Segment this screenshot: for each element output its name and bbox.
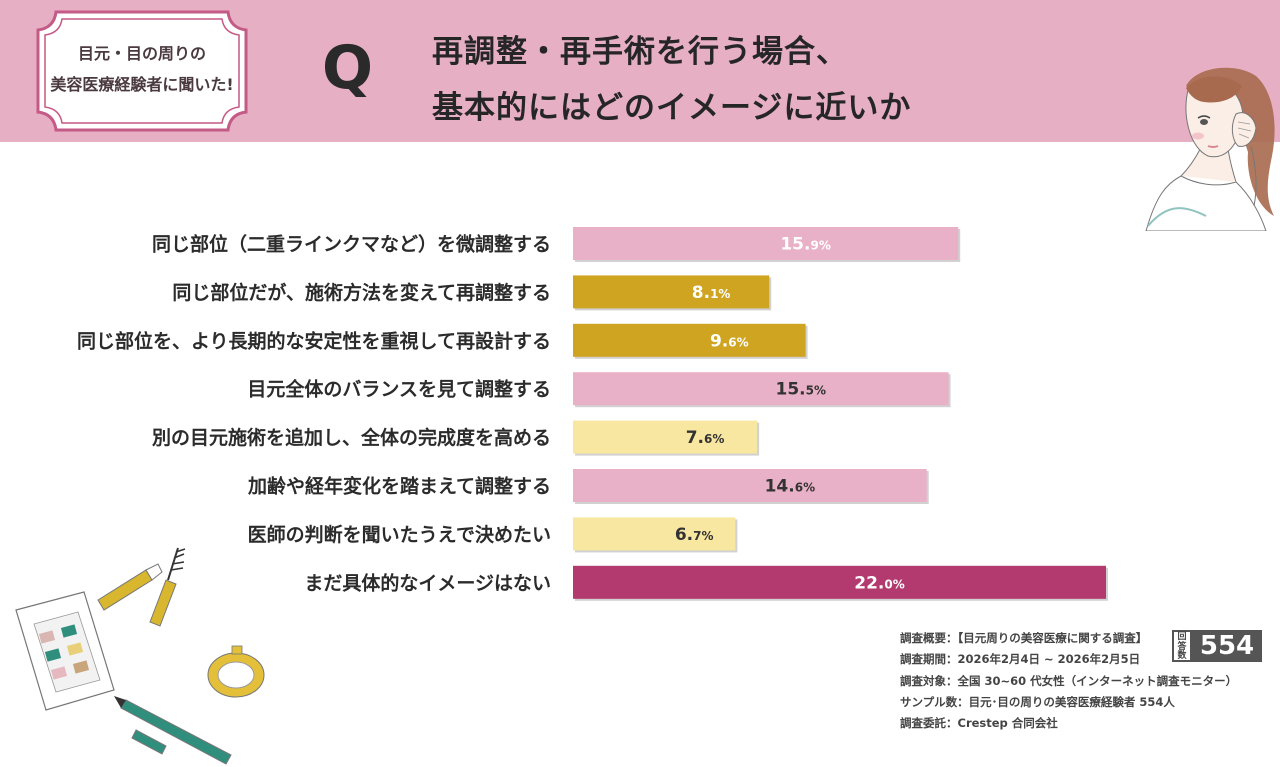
- category-label: 同じ部位だが、施術方法を変えて再調整する: [172, 281, 551, 304]
- response-count-value: 554: [1192, 630, 1262, 662]
- mascara-icon: [97, 547, 186, 627]
- bar: [573, 469, 927, 502]
- survey-sample: サンプル数：目元･目の周りの美容医療経験者 554人: [900, 694, 1175, 709]
- value-label: 15.9%: [780, 235, 831, 255]
- category-label: まだ具体的なイメージはない: [304, 571, 551, 594]
- value-label-integer: 14.: [765, 477, 795, 497]
- bar: [573, 275, 770, 309]
- category-label: 目元全体のバランスを見て調整する: [247, 378, 551, 401]
- value-label-decimal: 7%: [693, 529, 713, 543]
- value-label-decimal: 0%: [884, 577, 904, 591]
- eyeliner-icon: [114, 696, 232, 765]
- value-label: 14.6%: [765, 477, 816, 497]
- value-label-integer: 22.: [854, 573, 884, 593]
- eyeshadow-palette-icon: [15, 591, 115, 711]
- value-label: 7.6%: [686, 428, 725, 448]
- survey-target: 調査対象：全国 30~60 代女性（インターネット調査モニター）: [900, 673, 1238, 688]
- bar: [573, 227, 959, 260]
- category-label: 同じ部位を、より長期的な安定性を重視して再設計する: [77, 329, 551, 352]
- value-label-decimal: 6%: [728, 335, 748, 349]
- bar: [573, 372, 949, 406]
- value-label-decimal: 9%: [810, 239, 830, 253]
- value-label-integer: 9.: [710, 331, 728, 351]
- bar: [573, 420, 758, 454]
- value-label-integer: 8.: [692, 283, 710, 303]
- value-label-decimal: 1%: [710, 287, 730, 301]
- question-mark: Q: [322, 33, 374, 103]
- value-label: 6.7%: [675, 525, 714, 545]
- question-title-line-2: 基本的にはどのイメージに近いか: [432, 90, 912, 126]
- value-label: 15.5%: [776, 380, 827, 400]
- category-label: 加齢や経年変化を踏まえて調整する: [247, 475, 551, 498]
- bar-chart: 同じ部位（二重ラインクマなど）を微調整する 15.9%同じ部位だが、施術方法を変え…: [77, 227, 1108, 601]
- response-count-box: 回答数 554: [1172, 630, 1262, 662]
- compact-icon: [207, 645, 265, 698]
- value-label-integer: 15.: [780, 235, 810, 255]
- value-label-decimal: 6%: [795, 481, 815, 495]
- badge-text: 目元・目の周りの 美容医療経験者に聞いた!: [34, 38, 250, 100]
- survey-notes: 調査概要：【目元周りの美容医療に関する調査】 調査期間：2026年2月4日 ~ …: [900, 628, 1237, 734]
- survey-badge: 目元・目の周りの 美容医療経験者に聞いた!: [34, 8, 250, 134]
- value-label-decimal: 6%: [704, 432, 724, 446]
- value-label-integer: 7.: [686, 428, 704, 448]
- cosmetics-illustration: [15, 547, 265, 765]
- survey-overview: 調査概要：【目元周りの美容医療に関する調査】: [900, 631, 1148, 645]
- value-label-integer: 15.: [776, 380, 806, 400]
- badge-line-2: 美容医療経験者に聞いた!: [50, 75, 234, 94]
- question-title-line-1: 再調整・再手術を行う場合、: [432, 34, 848, 70]
- category-label: 医師の判断を聞いたうえで決めたい: [248, 523, 551, 546]
- category-label: 同じ部位（二重ラインクマなど）を微調整する: [152, 233, 551, 256]
- badge-frame: [36, 10, 248, 132]
- bar: [573, 517, 736, 551]
- value-label-decimal: 5%: [806, 384, 826, 398]
- bar: [573, 323, 806, 357]
- value-label-integer: 6.: [675, 525, 693, 545]
- response-count-label: 回答数: [1172, 630, 1192, 662]
- category-label: 別の目元施術を追加し、全体の完成度を高める: [152, 426, 551, 449]
- value-label: 22.0%: [854, 573, 905, 593]
- value-label: 9.6%: [710, 331, 749, 351]
- woman-illustration: [1145, 67, 1275, 231]
- bar: [573, 565, 1106, 599]
- survey-period: 調査期間：2026年2月4日 ~ 2026年2月5日: [900, 652, 1141, 667]
- value-label: 8.1%: [692, 283, 731, 303]
- survey-commission: 調査委託：Crestep 合同会社: [900, 716, 1058, 731]
- badge-line-1: 目元・目の周りの: [77, 44, 206, 63]
